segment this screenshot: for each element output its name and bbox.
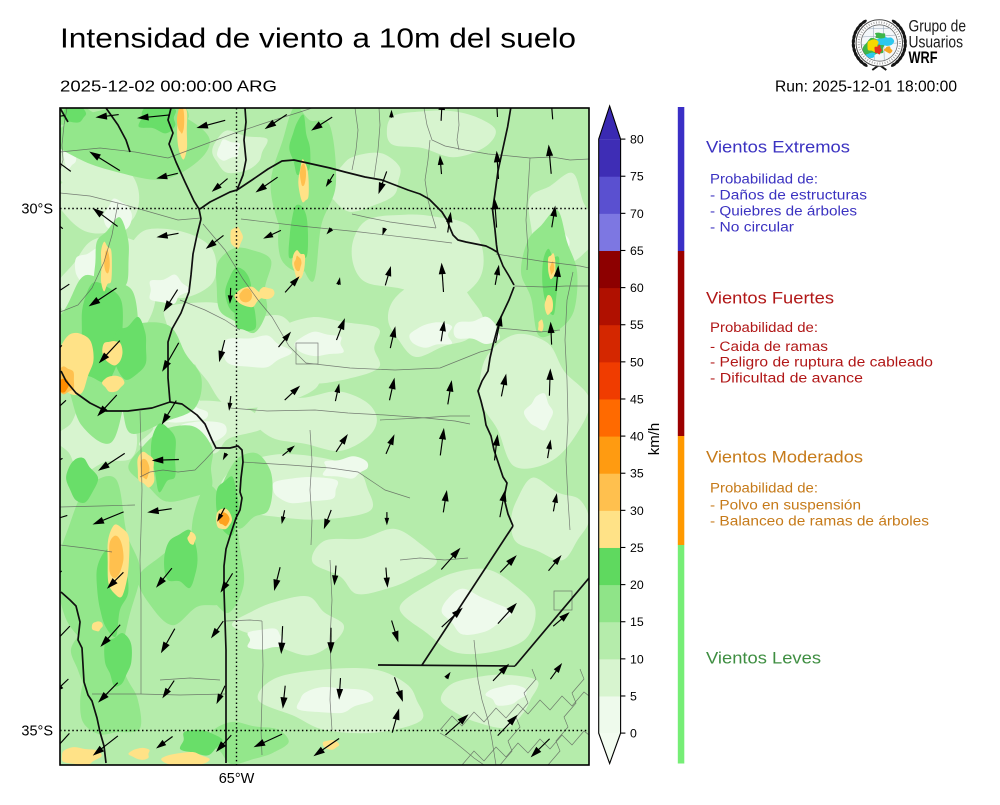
svg-text:40: 40: [630, 430, 644, 444]
svg-text:- Polvo en suspensión: - Polvo en suspensión: [710, 498, 861, 513]
svg-text:- Balanceo de ramas de árboles: - Balanceo de ramas de árboles: [710, 513, 929, 528]
svg-text:- Caida de ramas: - Caida de ramas: [710, 339, 828, 354]
svg-text:- No circular: - No circular: [710, 220, 795, 235]
svg-text:km/h: km/h: [646, 423, 663, 456]
svg-text:- Daños de estructuras: - Daños de estructuras: [710, 188, 867, 203]
svg-text:- Peligro de ruptura de cablea: - Peligro de ruptura de cableado: [710, 355, 933, 370]
svg-text:0: 0: [630, 727, 637, 741]
svg-text:- Dificultad de avance: - Dificultad de avance: [710, 370, 863, 385]
svg-text:60: 60: [630, 281, 644, 295]
svg-text:- Quiebres de árboles: - Quiebres de árboles: [710, 204, 857, 219]
svg-text:Vientos Leves: Vientos Leves: [706, 649, 821, 668]
svg-text:65: 65: [630, 244, 644, 258]
svg-text:50: 50: [630, 355, 644, 369]
svg-text:Intensidad de viento a 10m del: Intensidad de viento a 10m del suelo: [60, 23, 576, 54]
svg-text:70: 70: [630, 207, 644, 221]
svg-text:10: 10: [630, 652, 644, 666]
svg-text:Vientos Extremos: Vientos Extremos: [706, 138, 850, 157]
svg-text:35: 35: [630, 467, 644, 481]
svg-text:55: 55: [630, 318, 644, 332]
svg-text:25: 25: [630, 541, 644, 555]
svg-text:30: 30: [630, 504, 644, 518]
svg-text:Vientos Moderados: Vientos Moderados: [706, 448, 863, 467]
svg-text:20: 20: [630, 578, 644, 592]
svg-text:45: 45: [630, 392, 644, 406]
svg-text:15: 15: [630, 615, 644, 629]
svg-text:Vientos Fuertes: Vientos Fuertes: [706, 289, 834, 308]
svg-text:75: 75: [630, 170, 644, 184]
svg-text:5: 5: [630, 689, 637, 703]
svg-text:2025-12-02 00:00:00 ARG: 2025-12-02 00:00:00 ARG: [60, 79, 277, 96]
svg-text:Probabilidad de:: Probabilidad de:: [710, 481, 818, 496]
svg-text:80: 80: [630, 133, 644, 147]
svg-text:WRF: WRF: [909, 49, 938, 67]
svg-text:Probabilidad de:: Probabilidad de:: [710, 172, 818, 187]
svg-text:30°S: 30°S: [21, 202, 53, 218]
svg-text:35°S: 35°S: [21, 724, 53, 740]
svg-text:Run: 2025-12-01 18:00:00: Run: 2025-12-01 18:00:00: [775, 79, 957, 96]
svg-text:65°W: 65°W: [219, 771, 255, 787]
svg-text:Probabilidad de:: Probabilidad de:: [710, 320, 818, 335]
